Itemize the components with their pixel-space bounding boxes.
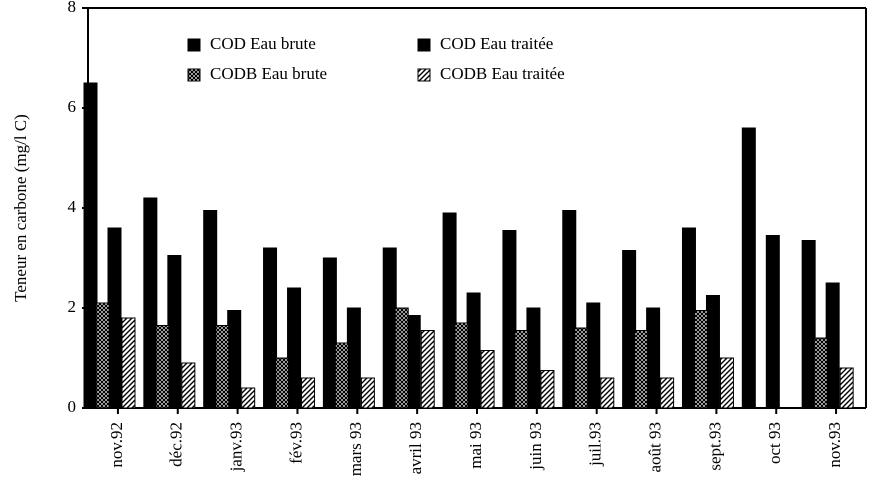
bar xyxy=(765,235,780,409)
bar xyxy=(83,82,98,409)
x-tick-label: nov.93 xyxy=(825,422,844,468)
bar xyxy=(454,322,469,409)
bar xyxy=(741,127,756,409)
x-tick-label: juin 93 xyxy=(526,422,545,471)
legend-label: CODB Eau brute xyxy=(210,64,327,83)
bar xyxy=(301,377,316,409)
bar xyxy=(634,330,649,409)
bar xyxy=(155,325,170,409)
bar xyxy=(586,302,601,409)
x-tick-label: mai 93 xyxy=(466,422,485,469)
y-axis-label: Teneur en carbone (mg/l C) xyxy=(11,114,30,302)
x-tick-label: fév.93 xyxy=(286,422,305,464)
bar xyxy=(360,377,375,409)
bar xyxy=(121,317,136,409)
bar xyxy=(334,342,349,409)
x-tick-label: déc.92 xyxy=(167,422,186,467)
bar xyxy=(167,255,182,409)
y-tick-label: 2 xyxy=(68,297,77,316)
legend-label: COD Eau brute xyxy=(210,34,316,53)
bar xyxy=(107,227,122,409)
bar xyxy=(705,295,720,409)
x-tick-label: janv.93 xyxy=(227,422,246,472)
x-tick-label: nov.92 xyxy=(107,422,126,468)
y-tick-label: 4 xyxy=(68,197,77,216)
bar xyxy=(801,240,816,409)
bar xyxy=(322,257,337,409)
bar xyxy=(825,282,840,409)
bar xyxy=(646,307,661,409)
bar xyxy=(514,330,529,409)
bar xyxy=(622,250,637,409)
bar xyxy=(406,315,421,409)
bar xyxy=(241,387,256,409)
bar xyxy=(263,247,278,409)
bar xyxy=(227,310,242,409)
bar xyxy=(719,357,734,409)
legend-swatch xyxy=(187,38,201,52)
bar xyxy=(813,337,828,409)
bar xyxy=(480,350,495,409)
bar xyxy=(660,377,675,409)
x-tick-label: mars 93 xyxy=(346,422,365,476)
bar xyxy=(600,377,615,409)
bar xyxy=(693,310,708,409)
x-tick-label: avril 93 xyxy=(406,422,425,474)
legend-swatch xyxy=(187,68,201,82)
bar xyxy=(203,210,218,409)
bar xyxy=(526,307,541,409)
y-tick-label: 6 xyxy=(68,97,77,116)
x-tick-label: sept.93 xyxy=(705,422,724,471)
y-tick-label: 8 xyxy=(68,0,77,16)
bar xyxy=(681,227,696,409)
bar xyxy=(540,370,555,409)
x-tick-label: août 93 xyxy=(645,422,664,473)
bar xyxy=(839,367,854,409)
bar xyxy=(215,325,230,409)
x-tick-label: oct 93 xyxy=(765,422,784,464)
legend-swatch xyxy=(417,68,431,82)
bar xyxy=(95,302,110,409)
bar xyxy=(420,330,435,409)
legend-label: CODB Eau traitée xyxy=(440,64,565,83)
bar xyxy=(181,362,196,409)
bar xyxy=(466,292,481,409)
bar xyxy=(394,307,409,409)
bar xyxy=(143,197,158,409)
bar xyxy=(287,287,302,409)
y-tick-label: 0 xyxy=(68,397,77,416)
bar xyxy=(502,230,517,409)
x-tick-label: juil.93 xyxy=(586,422,605,467)
bar xyxy=(562,210,577,409)
bar xyxy=(574,327,589,409)
bar xyxy=(275,357,290,409)
bar xyxy=(382,247,397,409)
legend-swatch xyxy=(417,38,431,52)
bar xyxy=(442,212,457,409)
bar xyxy=(346,307,361,409)
legend-label: COD Eau traitée xyxy=(440,34,553,53)
